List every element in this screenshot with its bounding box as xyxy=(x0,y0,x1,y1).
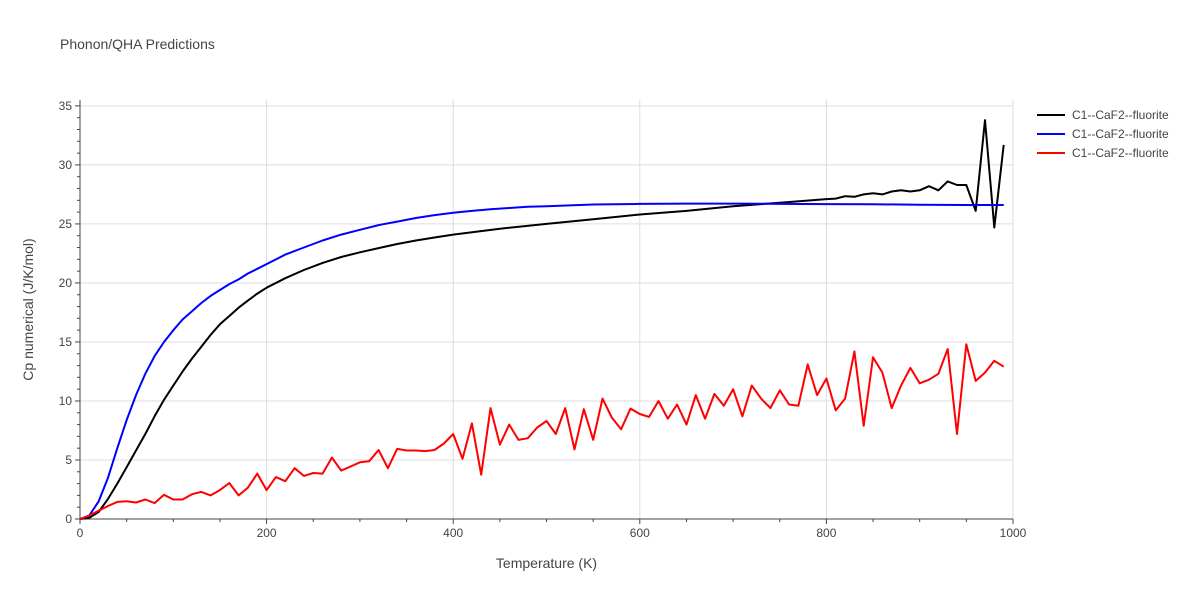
y-tick-label: 15 xyxy=(59,335,73,349)
chart-title: Phonon/QHA Predictions xyxy=(60,36,215,52)
x-tick-label: 800 xyxy=(816,526,836,540)
series-line-2 xyxy=(79,202,1004,520)
x-tick-label: 200 xyxy=(257,526,277,540)
y-tick-label: 0 xyxy=(65,512,72,526)
x-tick-label: 400 xyxy=(443,526,463,540)
y-tick-label: 10 xyxy=(59,394,73,408)
series-line-1 xyxy=(79,119,1005,520)
y-tick-label: 30 xyxy=(59,158,73,172)
y-axis-title: Cp numerical (J/K/mol) xyxy=(20,238,36,380)
y-tick-label: 20 xyxy=(59,276,73,290)
x-tick-label: 600 xyxy=(630,526,650,540)
x-tick-label: 0 xyxy=(77,526,84,540)
y-tick-label: 5 xyxy=(65,453,72,467)
legend-label-1: C1--CaF2--fluorite xyxy=(1072,108,1169,122)
x-axis-title: Temperature (K) xyxy=(496,555,597,571)
legend-label-3: C1--CaF2--fluorite xyxy=(1072,146,1169,160)
x-tick-label: 1000 xyxy=(1000,526,1027,540)
y-tick-label: 25 xyxy=(59,217,73,231)
legend-label-2: C1--CaF2--fluorite xyxy=(1072,127,1169,141)
series-line-3 xyxy=(79,343,1005,520)
y-tick-label: 35 xyxy=(59,99,73,113)
